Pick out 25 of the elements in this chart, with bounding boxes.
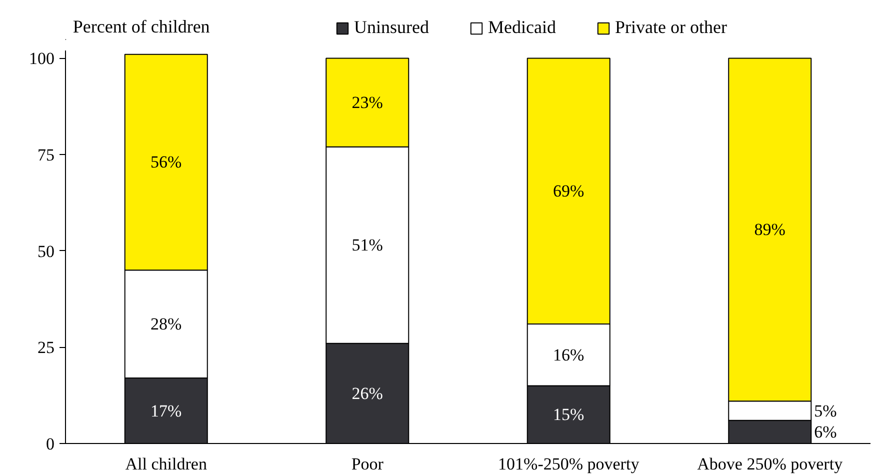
x-tick-label: Above 250% poverty: [697, 454, 844, 474]
data-label: 17%: [150, 401, 182, 420]
data-label: 16%: [553, 345, 584, 364]
y-tick-label: 50: [38, 242, 54, 261]
data-label: 6%: [814, 422, 837, 442]
data-label: 26%: [352, 384, 383, 403]
y-tick-label: 25: [38, 338, 54, 358]
legend-label: Uninsured: [354, 17, 429, 38]
y-tick-label: 0: [46, 434, 54, 454]
legend-label: Private or other: [614, 17, 727, 38]
data-label: 28%: [150, 314, 182, 334]
data-label: 56%: [150, 152, 182, 172]
data-label: 5%: [814, 401, 837, 420]
x-tick-label: Poor: [351, 454, 384, 474]
data-label: 51%: [352, 236, 383, 255]
y-axis-title: Percent of children: [72, 16, 210, 36]
y-tick-label: 75: [38, 146, 54, 165]
x-tick-label: 101%-250% poverty: [498, 454, 640, 474]
data-label: 15%: [553, 405, 584, 424]
data-label: 23%: [352, 93, 383, 112]
legend-label: Medicaid: [488, 17, 556, 38]
y-tick-label: 100: [29, 49, 54, 68]
x-tick-label: All children: [125, 454, 208, 474]
data-label: 89%: [754, 220, 786, 240]
data-label: 69%: [553, 182, 584, 201]
